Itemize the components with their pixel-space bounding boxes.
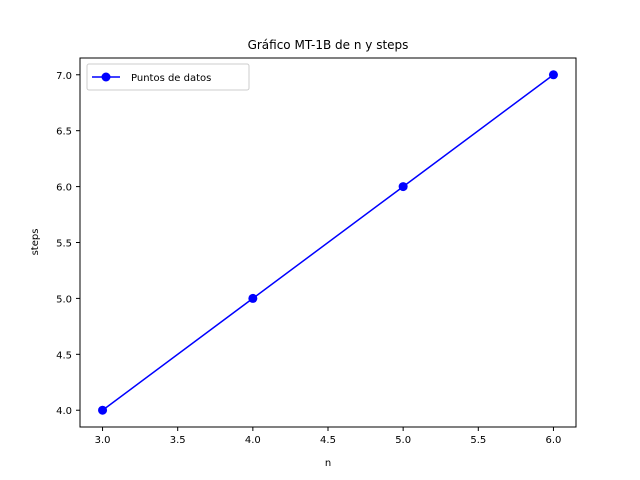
y-tick-label: 5.5 <box>56 239 72 250</box>
y-tick-label: 7.0 <box>56 71 72 82</box>
x-tick-label: 3.5 <box>170 435 186 446</box>
chart-title: Gráfico MT-1B de n y steps <box>248 38 409 52</box>
x-tick-label: 5.0 <box>395 435 411 446</box>
x-tick-label: 3.0 <box>95 435 111 446</box>
y-tick-label: 4.0 <box>56 406 72 417</box>
series-layer <box>98 70 558 415</box>
data-point <box>248 293 258 303</box>
y-tick-label: 6.5 <box>56 127 72 138</box>
x-tick-label: 5.5 <box>470 435 486 446</box>
x-tick-label: 4.0 <box>245 435 261 446</box>
x-axis-ticks: 3.0 3.5 4.0 4.5 5.0 5.5 6.0 <box>95 427 562 446</box>
y-axis-label: steps <box>30 229 41 256</box>
x-axis-label: n <box>325 458 331 469</box>
legend-frame <box>86 63 250 91</box>
legend-series-marker <box>101 72 111 82</box>
x-tick-label: 4.5 <box>320 435 336 446</box>
data-point <box>98 405 108 415</box>
x-tick-label: 6.0 <box>546 435 562 446</box>
legend: Puntos de datos <box>86 63 250 91</box>
data-point <box>548 70 558 80</box>
y-tick-label: 5.0 <box>56 294 72 305</box>
data-point <box>398 182 408 192</box>
y-axis-ticks: 4.0 4.5 5.0 5.5 6.0 6.5 7.0 <box>56 71 80 417</box>
y-tick-label: 6.0 <box>56 183 72 194</box>
legend-series-label: Puntos de datos <box>131 73 211 84</box>
series-line <box>102 74 554 411</box>
y-tick-label: 4.5 <box>56 350 72 361</box>
